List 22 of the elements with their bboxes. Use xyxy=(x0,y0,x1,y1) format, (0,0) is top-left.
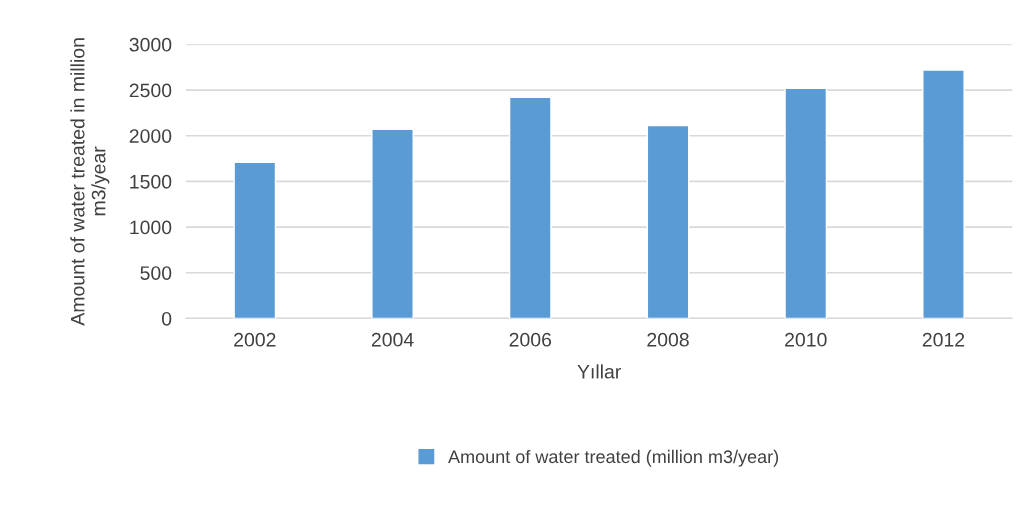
y-tick-label: 0 xyxy=(162,311,172,326)
x-tick-label: 2012 xyxy=(922,332,965,347)
x-tick-label: 2002 xyxy=(234,332,276,347)
bar xyxy=(922,69,965,319)
y-axis-title: Amount of water treated in million m3/year xyxy=(70,38,110,326)
y-tick-label: 3000 xyxy=(129,37,172,52)
bar xyxy=(371,128,414,319)
x-tick-label: 2006 xyxy=(509,332,552,347)
y-tick-label: 500 xyxy=(140,266,172,280)
bar xyxy=(784,87,828,319)
y-tick-label: 2000 xyxy=(129,129,172,143)
x-tick-label: 2008 xyxy=(647,332,689,347)
bar xyxy=(233,161,277,319)
bar xyxy=(646,124,690,319)
x-tick-label: 2010 xyxy=(785,332,827,347)
x-tick-label: 2004 xyxy=(371,332,414,347)
legend-label: Amount of water treated (million m3/year) xyxy=(448,449,779,467)
y-tick-label: 1500 xyxy=(130,174,172,189)
bar xyxy=(508,96,552,319)
x-axis-title: Yıllar xyxy=(577,364,621,379)
y-tick-label: 2500 xyxy=(129,83,172,98)
y-tick-label: 1000 xyxy=(130,220,172,235)
